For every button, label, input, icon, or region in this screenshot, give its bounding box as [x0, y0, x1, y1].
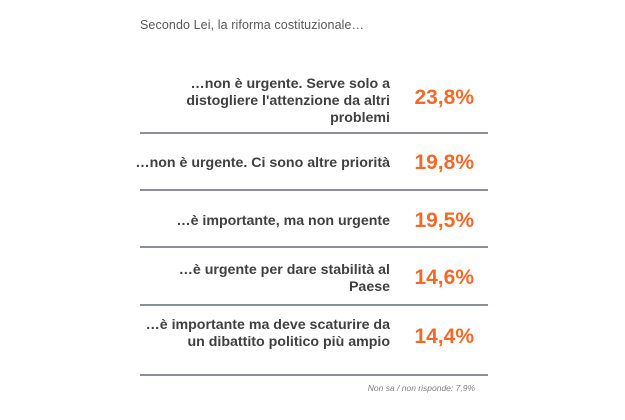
row-label: …non è urgente. Ci sono altre priorità — [135, 155, 390, 172]
row-label-line: …non è urgente. Ci sono altre priorità — [135, 155, 390, 171]
table-row: …non è urgente. Ci sono altre priorità 19… — [135, 134, 488, 191]
row-label-line: Paese — [348, 279, 390, 295]
row-value: 19,8% — [414, 151, 474, 174]
row-label: …è importante ma deve scaturire da un dib… — [146, 317, 390, 351]
row-label-line: …non è urgente. Serve solo a — [190, 76, 390, 92]
row-label-line: distogliere l'attenzione da altri — [186, 93, 390, 109]
response-table: …non è urgente. Serve solo a distogliere … — [135, 60, 488, 376]
row-label-line: problemi — [330, 110, 390, 126]
row-value: 19,5% — [414, 209, 474, 232]
row-label-line: un dibattito politico più ampio — [187, 334, 390, 350]
footnote: Non sa / non risponde: 7,9% — [367, 383, 475, 393]
row-label-line: …è importante, ma non urgente — [176, 213, 390, 229]
row-value: 23,8% — [414, 86, 474, 109]
table-row: …non è urgente. Serve solo a distogliere … — [140, 60, 488, 134]
table-row: …è urgente per dare stabilità al Paese 14,… — [140, 248, 488, 306]
table-row: …è importante ma deve scaturire da un dib… — [140, 306, 488, 376]
row-value: 14,4% — [414, 325, 474, 348]
row-label-line: …è importante ma deve scaturire da — [145, 317, 390, 333]
row-label: …non è urgente. Serve solo a distogliere … — [186, 76, 390, 127]
chart-title: Secondo Lei, la riforma costituzionale… — [140, 18, 365, 32]
row-label: …è importante, ma non urgente — [176, 213, 390, 230]
row-value: 14,6% — [414, 266, 474, 289]
row-label-line: …è urgente per dare stabilità al — [178, 262, 390, 278]
row-label: …è urgente per dare stabilità al Paese — [179, 262, 390, 296]
table-row: …è importante, ma non urgente 19,5% — [140, 191, 488, 248]
